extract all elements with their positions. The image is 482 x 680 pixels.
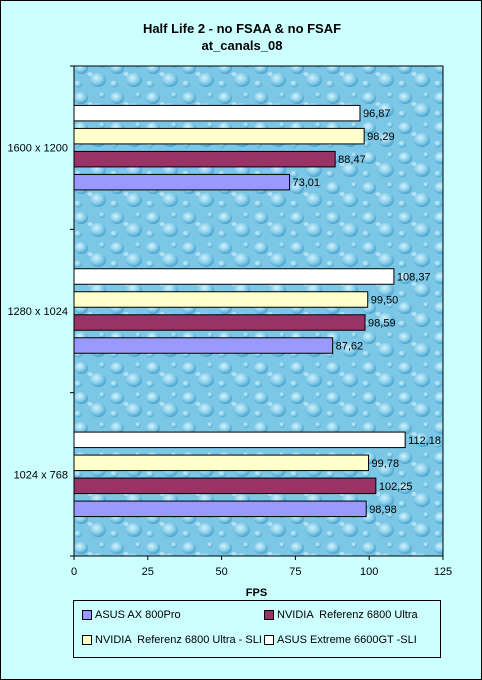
x-tick-label: 0 xyxy=(71,566,77,578)
data-label: 108,37 xyxy=(397,272,431,284)
data-label: 99,50 xyxy=(371,295,399,307)
legend-swatch xyxy=(82,610,92,620)
legend-label: NVIDIA Referenz 6800 Ultra - SLI xyxy=(95,634,262,646)
legend-label: NVIDIA Referenz 6800 Ultra xyxy=(277,609,418,621)
category-label: 1600 x 1200 xyxy=(7,143,68,155)
data-label: 112,18 xyxy=(408,435,441,447)
data-label: 102,25 xyxy=(379,481,413,493)
legend-swatch xyxy=(82,635,92,645)
legend-swatch xyxy=(264,635,274,645)
legend-swatch xyxy=(264,610,274,620)
bar xyxy=(73,173,291,191)
category-label: 1280 x 1024 xyxy=(7,306,68,318)
legend-label: ASUS AX 800Pro xyxy=(95,609,181,621)
plot-area xyxy=(73,65,444,557)
bar xyxy=(73,337,334,354)
x-tick-label: 100 xyxy=(360,566,378,578)
x-axis-label: FPS xyxy=(246,587,267,599)
data-label: 87,62 xyxy=(336,341,364,353)
legend: ASUS AX 800Pro NVIDIA Referenz 6800 Ultra… xyxy=(73,600,441,658)
data-label: 96,87 xyxy=(363,108,391,120)
bar xyxy=(73,500,367,518)
bar xyxy=(73,477,377,495)
category-label: 1024 x 768 xyxy=(14,469,68,481)
x-tick-label: 50 xyxy=(215,566,227,578)
legend-item: NVIDIA Referenz 6800 Ultra - SLI xyxy=(82,634,262,646)
chart-title: Half Life 2 - no FSAA & no FSAF xyxy=(142,21,342,36)
data-label: 98,29 xyxy=(367,131,395,143)
x-tick-label: 75 xyxy=(289,566,301,578)
legend-item: NVIDIA Referenz 6800 Ultra xyxy=(264,609,418,621)
bar xyxy=(73,454,370,472)
x-tick-label: 25 xyxy=(142,566,154,578)
legend-label: ASUS Extreme 6600GT -SLI xyxy=(277,634,417,646)
chart-subtitle: at_canals_08 xyxy=(201,38,283,53)
bar xyxy=(73,431,406,449)
data-label: 99,78 xyxy=(372,458,400,470)
data-label: 98,98 xyxy=(369,504,397,516)
legend-item: ASUS Extreme 6600GT -SLI xyxy=(264,634,417,646)
data-label: 73,01 xyxy=(293,177,321,189)
bar xyxy=(73,127,365,145)
legend-item: ASUS AX 800Pro xyxy=(82,609,181,621)
bar xyxy=(73,268,395,285)
data-label: 98,59 xyxy=(368,318,396,330)
bar xyxy=(73,291,369,308)
bar xyxy=(73,104,361,122)
bar xyxy=(73,314,366,331)
data-label: 88,47 xyxy=(338,154,366,166)
bar xyxy=(73,150,336,168)
x-tick-label: 125 xyxy=(434,566,452,578)
